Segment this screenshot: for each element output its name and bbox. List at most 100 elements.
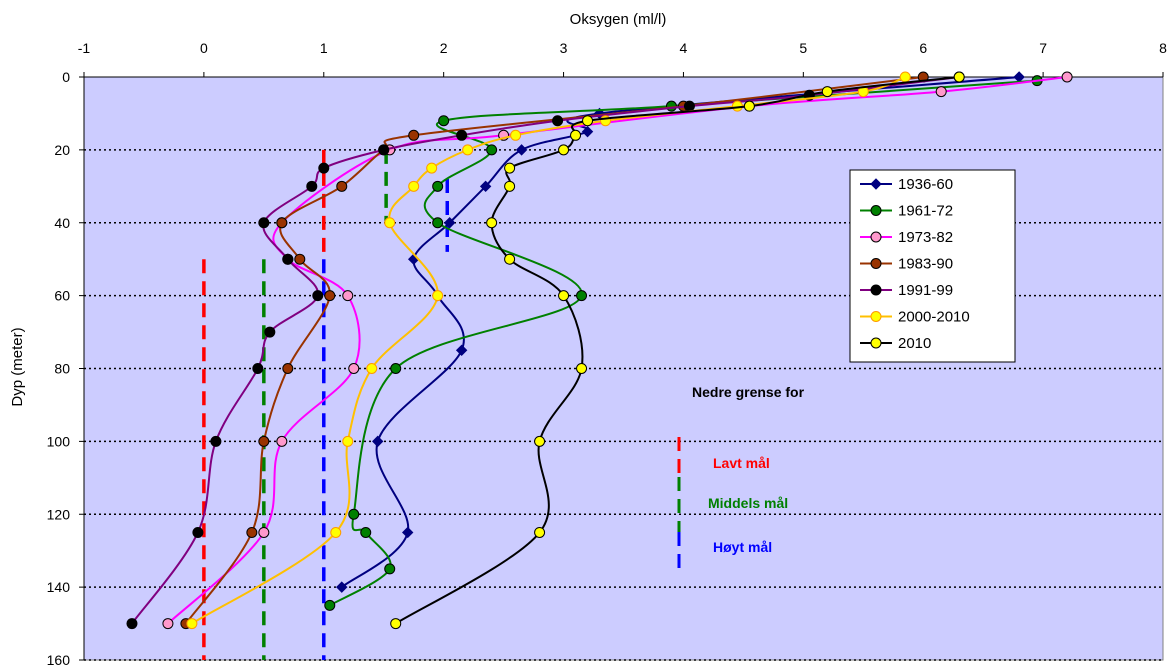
data-point xyxy=(433,181,443,191)
data-point xyxy=(577,291,587,301)
data-point xyxy=(367,364,377,374)
y-axis: 0 20 40 60 80 100 120 140 160 xyxy=(47,69,84,667)
x-axis-title: Oksygen (ml/l) xyxy=(570,11,667,28)
legend: 1936-60 1961-72 1973-82 1983-90 1991-99 2000-… xyxy=(850,170,1015,362)
y-tick-label: 160 xyxy=(47,652,71,667)
data-point xyxy=(409,130,419,140)
data-point xyxy=(319,163,329,173)
y-tick-label: 60 xyxy=(54,288,70,304)
data-point xyxy=(295,254,305,264)
data-point xyxy=(313,291,323,301)
legend-label: 1983-90 xyxy=(898,256,953,273)
x-tick-label: 0 xyxy=(200,40,208,56)
y-tick-label: 80 xyxy=(54,361,70,377)
data-point xyxy=(505,254,515,264)
data-point xyxy=(577,364,587,374)
y-tick-label: 20 xyxy=(54,142,70,158)
legend-label: 1991-99 xyxy=(898,282,953,299)
data-point xyxy=(247,527,257,537)
data-point xyxy=(439,116,449,126)
data-point xyxy=(343,291,353,301)
x-tick-label: 5 xyxy=(799,40,807,56)
data-point xyxy=(535,436,545,446)
data-point xyxy=(954,72,964,82)
legend-label: 1973-82 xyxy=(898,229,953,246)
data-point xyxy=(211,436,221,446)
data-point xyxy=(337,181,347,191)
y-tick-label: 0 xyxy=(62,69,70,85)
x-tick-label: -1 xyxy=(78,40,91,56)
data-point xyxy=(277,436,287,446)
legend-marker xyxy=(871,259,881,269)
data-point xyxy=(487,218,497,228)
data-point xyxy=(187,619,197,629)
data-point xyxy=(391,364,401,374)
data-point xyxy=(265,327,275,337)
annotation-heading: Nedre grense for xyxy=(692,384,805,400)
y-tick-label: 40 xyxy=(54,215,70,231)
data-point xyxy=(379,145,389,155)
data-point xyxy=(553,116,563,126)
legend-marker xyxy=(871,312,881,322)
data-point xyxy=(684,101,694,111)
data-point xyxy=(259,218,269,228)
data-point xyxy=(163,619,173,629)
data-point xyxy=(559,145,569,155)
data-point xyxy=(505,163,515,173)
legend-marker xyxy=(871,285,881,295)
data-point xyxy=(409,181,419,191)
data-point xyxy=(457,130,467,140)
data-point xyxy=(385,564,395,574)
data-point xyxy=(385,218,395,228)
data-point xyxy=(433,291,443,301)
data-point xyxy=(259,527,269,537)
x-axis: -1 0 1 2 3 4 5 6 7 8 xyxy=(78,40,1167,77)
data-point xyxy=(193,527,203,537)
data-point xyxy=(325,291,335,301)
y-tick-label: 140 xyxy=(47,579,71,595)
data-point xyxy=(583,116,593,126)
legend-marker xyxy=(871,232,881,242)
legend-marker xyxy=(871,206,881,216)
data-point xyxy=(535,527,545,537)
legend-label: 2010 xyxy=(898,335,931,352)
annotation-label: Høyt mål xyxy=(713,539,772,555)
data-point xyxy=(343,436,353,446)
data-point xyxy=(559,291,569,301)
annotation-label: Lavt mål xyxy=(713,455,770,471)
data-point xyxy=(511,130,521,140)
data-point xyxy=(127,619,137,629)
data-point xyxy=(822,87,832,97)
x-tick-label: 4 xyxy=(680,40,688,56)
data-point xyxy=(349,509,359,519)
y-axis-title: Dyp (meter) xyxy=(9,327,26,406)
legend-marker xyxy=(871,338,881,348)
data-point xyxy=(744,101,754,111)
data-point xyxy=(259,436,269,446)
annotation-label: Middels mål xyxy=(708,495,788,511)
x-tick-label: 1 xyxy=(320,40,328,56)
x-tick-label: 2 xyxy=(440,40,448,56)
data-point xyxy=(349,364,359,374)
data-point xyxy=(427,163,437,173)
data-point xyxy=(283,254,293,264)
data-point xyxy=(433,218,443,228)
legend-label: 1936-60 xyxy=(898,176,953,193)
data-point xyxy=(277,218,287,228)
x-tick-label: 3 xyxy=(560,40,568,56)
data-point xyxy=(463,145,473,155)
data-point xyxy=(253,364,263,374)
data-point xyxy=(307,181,317,191)
x-tick-label: 8 xyxy=(1159,40,1167,56)
x-tick-label: 6 xyxy=(919,40,927,56)
legend-label: 1961-72 xyxy=(898,203,953,220)
data-point xyxy=(936,87,946,97)
data-point xyxy=(900,72,910,82)
data-point xyxy=(331,527,341,537)
data-point xyxy=(361,527,371,537)
y-tick-label: 120 xyxy=(47,506,71,522)
legend-label: 2000-2010 xyxy=(898,309,970,326)
data-point xyxy=(487,145,497,155)
data-point xyxy=(391,619,401,629)
